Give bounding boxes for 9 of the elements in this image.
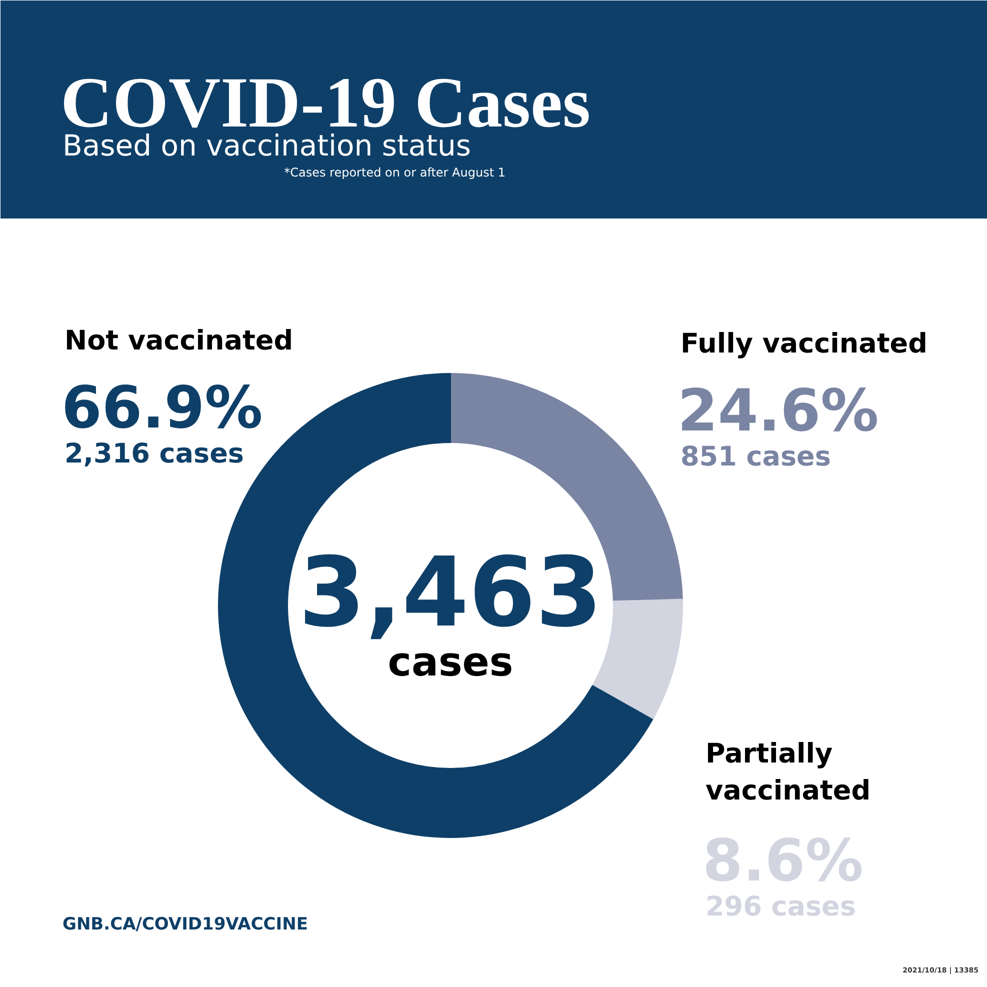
text: *Cases reported on or after August 1 (284, 166, 506, 180)
slice-label: Partially vaccinated (706, 738, 871, 807)
text: GNB.CA/COVID19VACCINE (62, 914, 308, 934)
text: 851 cases (680, 442, 831, 472)
text: 2,316 cases (64, 438, 244, 470)
slice-label: Not vaccinated (64, 326, 294, 356)
data-label: 66.9% (62, 374, 263, 442)
slice-label: Fully vaccinated (680, 328, 928, 360)
data-label: 24.6% (678, 376, 879, 444)
